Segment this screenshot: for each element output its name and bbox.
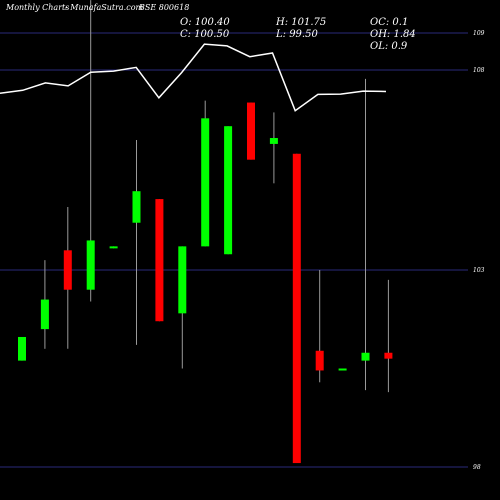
candle-body <box>384 352 393 359</box>
candle <box>155 199 164 322</box>
candle <box>292 153 301 464</box>
candle <box>361 78 370 391</box>
candle <box>315 270 324 383</box>
candle-body <box>155 199 164 322</box>
candle <box>86 0 95 302</box>
chart-type-label: Monthly Charts <box>6 3 70 12</box>
candle-body <box>178 246 187 314</box>
candle-body <box>292 153 301 464</box>
low-readout: L: 99.50 <box>276 29 318 40</box>
candle-body <box>247 102 255 160</box>
candle-body <box>63 250 72 290</box>
candles <box>18 0 393 464</box>
candle-body <box>361 352 370 361</box>
candle-body <box>18 336 26 361</box>
candle <box>109 246 118 249</box>
candle-body <box>269 138 278 144</box>
candle <box>178 246 187 369</box>
close-readout: C: 100.50 <box>180 29 230 40</box>
symbol-label: BSE 800618 <box>139 3 190 12</box>
candle-body <box>338 368 347 371</box>
candle-body <box>109 246 118 249</box>
candle <box>338 368 347 371</box>
oh-readout: OH: 1.84 <box>370 29 416 40</box>
price-axis: 109 108 103 98 <box>473 30 485 471</box>
price-tick-label: 109 <box>473 30 485 37</box>
candle <box>224 126 233 255</box>
site-name: - MunafaSutra.com <box>65 3 144 12</box>
candle-body <box>132 191 141 223</box>
candle <box>63 206 72 349</box>
candle-body <box>86 240 95 290</box>
candle-body <box>40 299 49 330</box>
open-readout: O: 100.40 <box>180 17 230 28</box>
candle-body <box>224 126 233 255</box>
candle <box>384 279 393 393</box>
candle <box>40 260 49 349</box>
candle <box>132 139 141 345</box>
price-tick-label: 108 <box>473 67 485 74</box>
price-tick-label: 98 <box>473 464 481 471</box>
price-tick-label: 103 <box>473 267 485 274</box>
high-readout: H: 101.75 <box>276 17 327 28</box>
price-gridlines <box>0 32 468 468</box>
candle <box>18 336 26 361</box>
candle <box>247 102 255 160</box>
oc-readout: OC: 0.1 <box>370 17 409 28</box>
candle-body <box>315 350 324 371</box>
candle <box>201 100 210 247</box>
candle <box>269 112 278 184</box>
ol-readout: OL: 0.9 <box>370 41 408 52</box>
candle-body <box>201 118 210 247</box>
overlay-line <box>0 43 387 112</box>
